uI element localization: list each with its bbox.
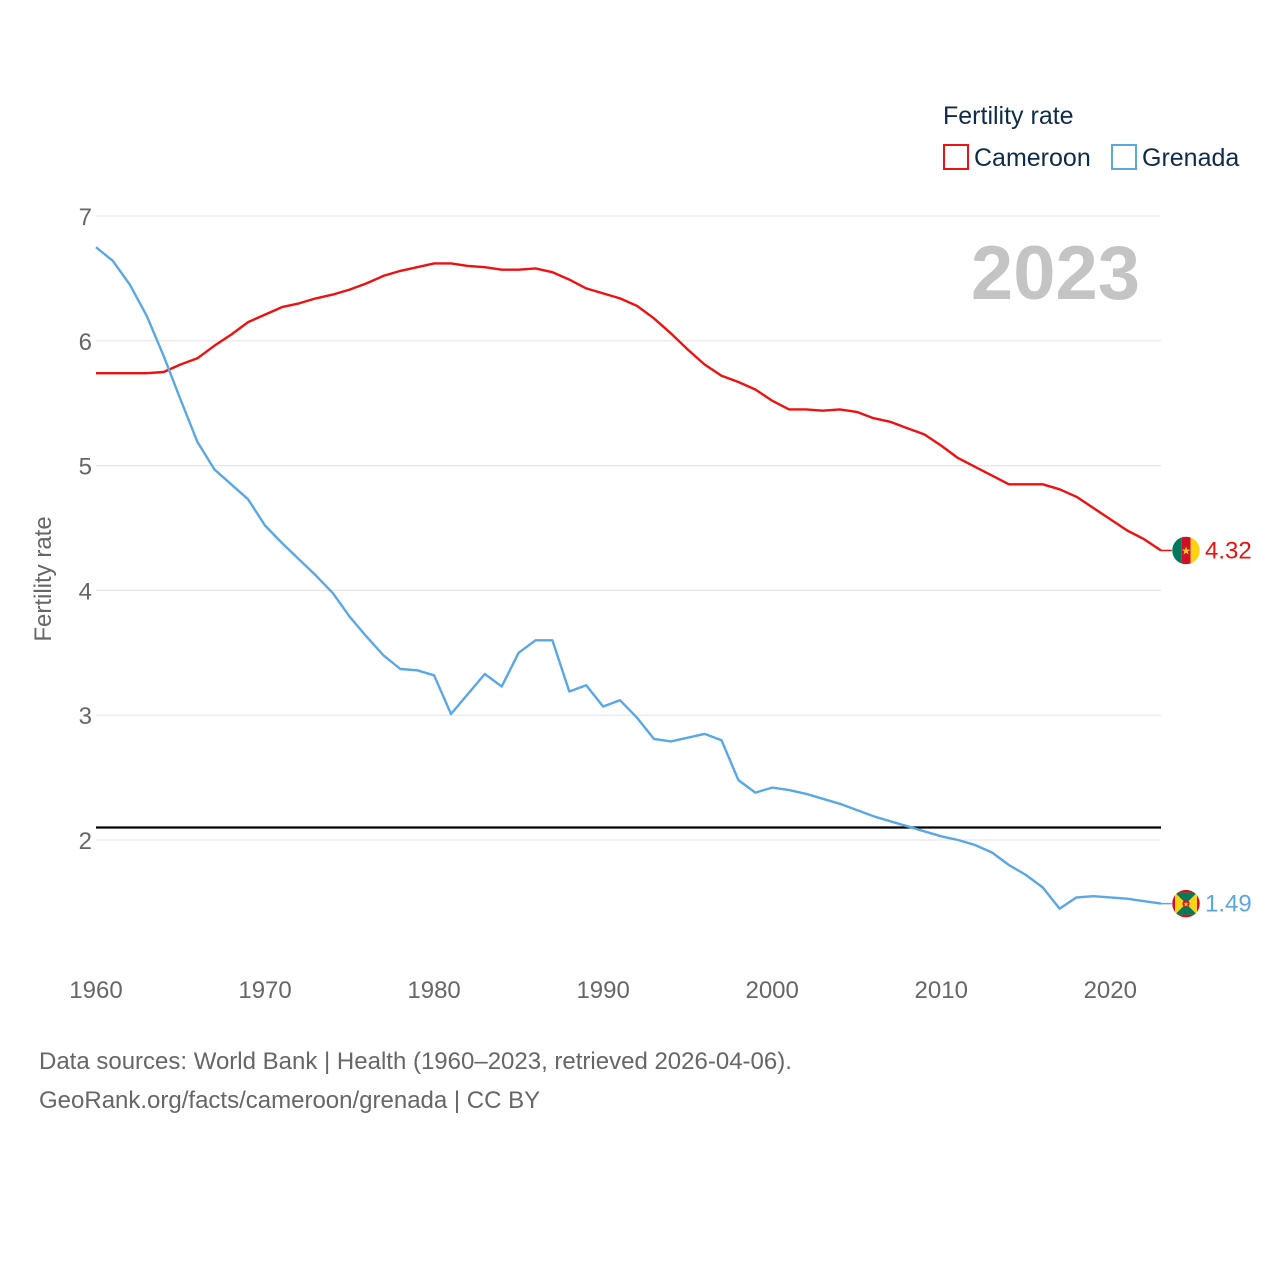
cameroon-flag-icon: ★	[1171, 536, 1201, 565]
x-tick-label: 2020	[1084, 977, 1137, 1004]
grenada-flag-icon: ★	[1171, 889, 1201, 918]
legend-swatch-cameroon	[943, 144, 969, 170]
x-axis-ticks: 1960 1970 1980 1990 2000 2010 2020	[69, 977, 1137, 1004]
legend-title: Fertility rate	[943, 102, 1074, 130]
x-tick-label: 1960	[69, 977, 122, 1004]
year-label: 2023	[971, 231, 1140, 316]
series-line-cameroon	[96, 262, 1162, 552]
y-tick-label: 3	[79, 703, 92, 730]
end-value-grenada: 1.49	[1205, 891, 1252, 918]
x-tick-label: 1990	[576, 977, 629, 1004]
end-value-cameroon: 4.32	[1205, 537, 1252, 564]
x-tick-label: 1970	[238, 977, 291, 1004]
y-axis-title: Fertility rate	[30, 516, 57, 641]
svg-text:★: ★	[1183, 901, 1189, 909]
y-tick-label: 2	[79, 828, 92, 855]
y-axis-ticks: 2 3 4 5 6 7	[79, 204, 92, 855]
data-source-text: Data sources: World Bank | Health (1960–…	[39, 1048, 792, 1075]
x-tick-label: 1980	[407, 977, 460, 1004]
series-end-markers: ★ 4.32 ★ 1.49	[1161, 536, 1252, 918]
attribution-link[interactable]: GeoRank.org/facts/cameroon/grenada | CC …	[39, 1087, 540, 1114]
x-tick-label: 2000	[745, 977, 798, 1004]
series-lines	[95, 246, 1162, 910]
y-tick-label: 7	[79, 204, 92, 231]
x-tick-label: 2010	[915, 977, 968, 1004]
y-tick-label: 5	[79, 454, 92, 481]
legend-label-cameroon[interactable]: Cameroon	[974, 144, 1091, 172]
legend-swatch-grenada	[1111, 144, 1137, 170]
series-line-grenada	[95, 246, 1162, 910]
y-tick-label: 4	[79, 578, 92, 605]
gridlines	[96, 215, 1161, 841]
legend-label-grenada[interactable]: Grenada	[1142, 144, 1239, 172]
y-tick-label: 6	[79, 329, 92, 356]
svg-text:★: ★	[1181, 545, 1191, 557]
